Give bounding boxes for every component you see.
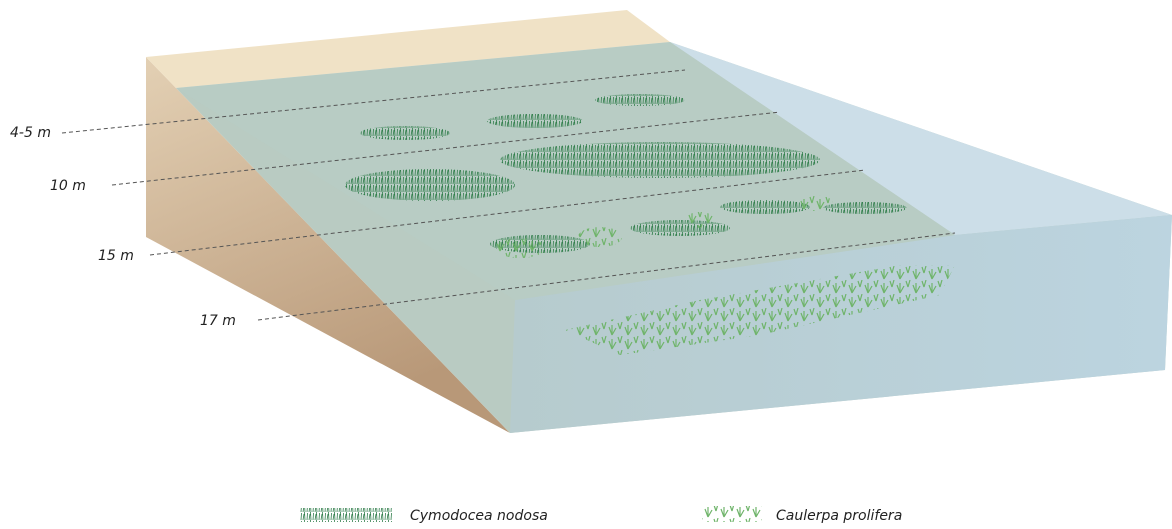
legend-label: Cymodocea nodosa [410,508,548,524]
depth-lines [61,69,956,321]
legend-icon-cymodocea [300,508,392,522]
caulerpa-patches [495,195,955,355]
sand-top [146,10,670,88]
legend-label: Caulerpa prolifera [776,508,902,524]
depth-label: 15 m [98,248,134,264]
legend-icon-caulerpa [702,506,762,522]
cymodocea-patches [345,94,907,253]
water-front [510,215,1172,433]
depth-label: 4-5 m [10,125,51,141]
depth-label: 10 m [50,178,86,194]
depth-label: 17 m [200,313,236,329]
water-side [670,42,1172,235]
